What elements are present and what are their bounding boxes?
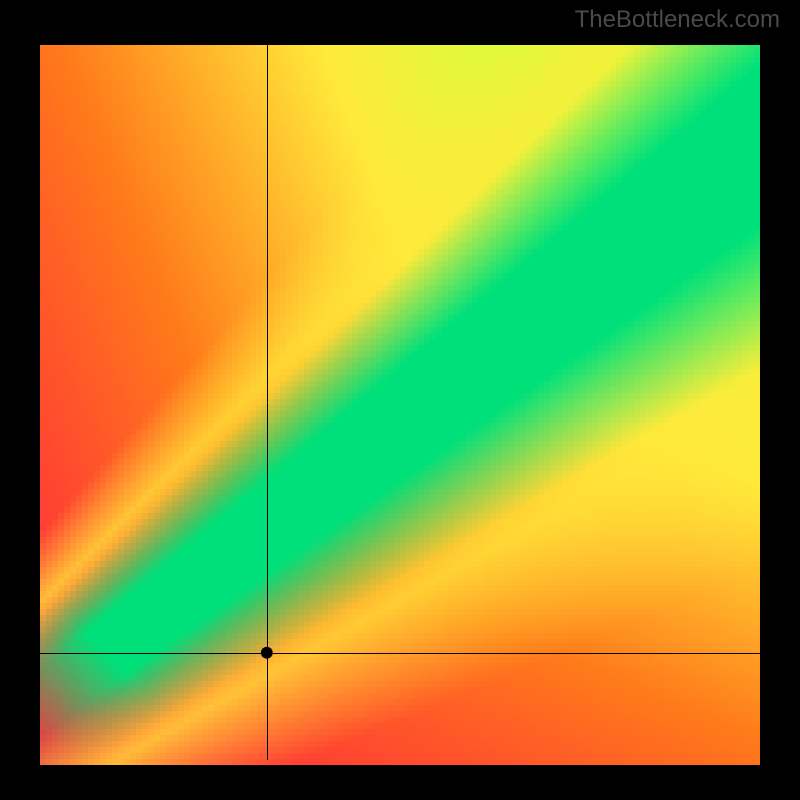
heatmap-canvas: [0, 0, 800, 800]
watermark-text: TheBottleneck.com: [575, 6, 780, 34]
chart-container: { "watermark": { "text": "TheBottleneck.…: [0, 0, 800, 800]
